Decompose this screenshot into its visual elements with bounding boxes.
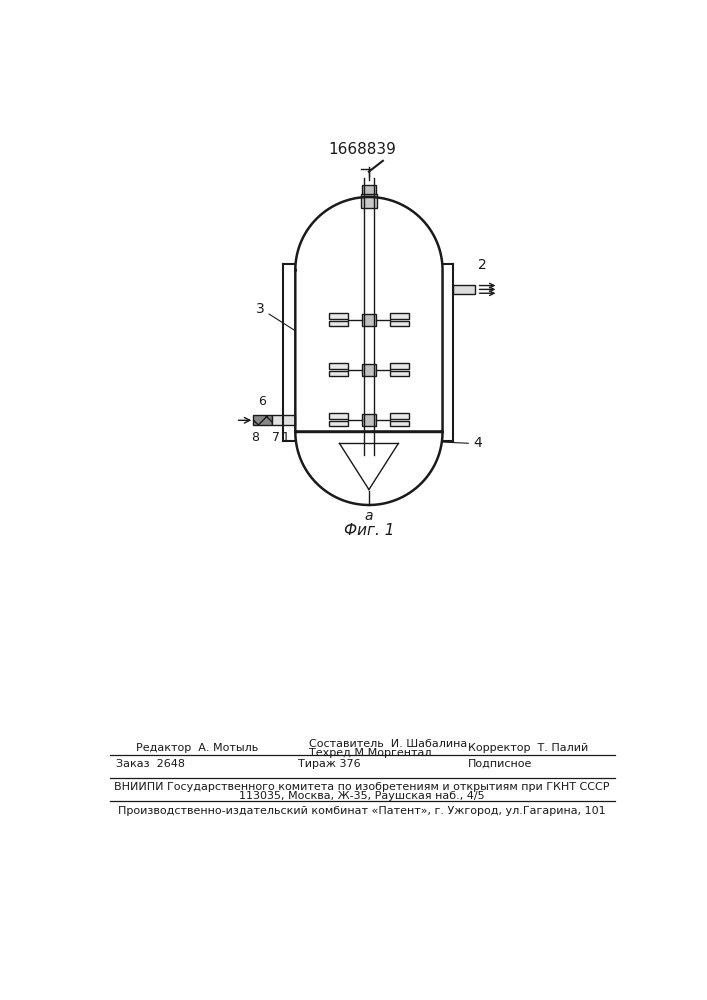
- Bar: [329, 421, 348, 426]
- Bar: [329, 313, 348, 319]
- Bar: [329, 321, 348, 326]
- Bar: [252, 415, 272, 425]
- Text: 4: 4: [473, 436, 481, 450]
- Text: Заказ  2648: Заказ 2648: [115, 759, 185, 769]
- Text: Корректор  Т. Палий: Корректор Т. Палий: [468, 743, 588, 753]
- Bar: [390, 321, 409, 326]
- Bar: [329, 413, 348, 419]
- Bar: [272, 415, 296, 425]
- Bar: [329, 363, 348, 369]
- Text: Тираж 376: Тираж 376: [298, 759, 361, 769]
- Bar: [329, 371, 348, 376]
- Text: 7: 7: [272, 431, 280, 444]
- Bar: [390, 413, 409, 419]
- Text: a: a: [365, 509, 373, 523]
- Text: 1: 1: [282, 431, 290, 444]
- Text: Редактор  А. Мотыль: Редактор А. Мотыль: [136, 743, 259, 753]
- Text: 8: 8: [251, 431, 259, 444]
- Text: 3: 3: [256, 302, 265, 316]
- Bar: [361, 194, 377, 208]
- Bar: [362, 185, 376, 194]
- Bar: [390, 421, 409, 426]
- Text: 113035, Москва, Ж-35, Раушская наб., 4/5: 113035, Москва, Ж-35, Раушская наб., 4/5: [239, 791, 485, 801]
- Text: Составитель  И. Шабалина: Составитель И. Шабалина: [309, 739, 467, 749]
- Bar: [453, 285, 475, 294]
- Text: 1668839: 1668839: [328, 142, 396, 157]
- Bar: [390, 363, 409, 369]
- Text: Фиг. 1: Фиг. 1: [344, 523, 395, 538]
- Text: Производственно-издательский комбинат «Патент», г. Ужгород, ул.Гагарина, 101: Производственно-издательский комбинат «П…: [118, 806, 606, 816]
- Text: Подписное: Подписное: [468, 759, 532, 769]
- Bar: [390, 371, 409, 376]
- Bar: [362, 314, 376, 326]
- Text: Техред М.Моргентал: Техред М.Моргентал: [309, 748, 432, 758]
- Text: 6: 6: [258, 395, 266, 408]
- Text: ВНИИПИ Государственного комитета по изобретениям и открытиям при ГКНТ СССР: ВНИИПИ Государственного комитета по изоб…: [115, 782, 609, 792]
- Bar: [362, 414, 376, 426]
- Bar: [362, 364, 376, 376]
- Text: 2: 2: [479, 258, 487, 272]
- Bar: [390, 313, 409, 319]
